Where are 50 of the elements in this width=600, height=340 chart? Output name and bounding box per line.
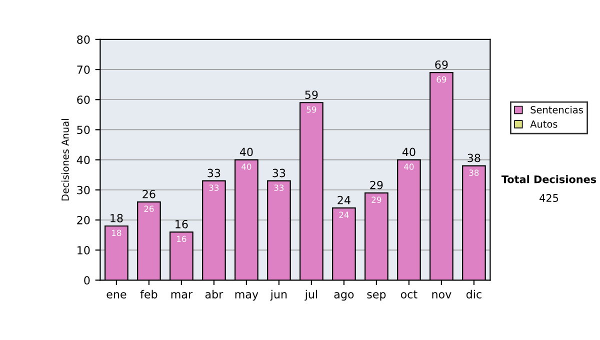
- y-tick-label: 20: [77, 216, 90, 224]
- x-tick-label: nov: [432, 292, 452, 298]
- data-label: 38: [469, 170, 479, 176]
- legend-label: Autos: [530, 120, 558, 128]
- text: 425: [540, 194, 558, 202]
- y-tick-label: 70: [77, 66, 90, 74]
- x-tick-label: jul: [304, 290, 318, 301]
- x-tick-label: feb: [140, 290, 158, 298]
- total-label: 33: [272, 168, 286, 178]
- data-label: 33: [209, 184, 219, 191]
- total-label: 29: [370, 180, 383, 190]
- x-tick-label: jun: [270, 290, 287, 301]
- total-label: 59: [305, 90, 318, 99]
- data-label: 69: [436, 76, 446, 83]
- y-tick-label: 50: [77, 126, 90, 134]
- data-label: 18: [112, 230, 122, 236]
- total-label: 33: [208, 168, 220, 178]
- total-label: 40: [240, 148, 253, 156]
- y-tick-label: 30: [77, 186, 90, 194]
- x-tick-label: may: [235, 292, 258, 301]
- total-label: 69: [435, 60, 448, 69]
- y-tick-label: 60: [77, 96, 90, 104]
- x-tick-label: mar: [171, 292, 193, 298]
- total-label: 24: [338, 196, 350, 204]
- legend-label: Sentencias: [530, 106, 583, 114]
- total-label: 18: [110, 214, 123, 222]
- y-tick-label: 80: [77, 35, 90, 44]
- y-axis-title: Decisiones Anual: [61, 119, 69, 200]
- x-tick-label: abr: [205, 290, 224, 298]
- total-label: 26: [142, 190, 156, 198]
- data-label: 24: [339, 212, 349, 218]
- total-label: 40: [402, 148, 416, 156]
- data-label: 29: [372, 196, 382, 203]
- x-tick-label: sep: [367, 292, 386, 301]
- y-tick-label: 40: [76, 156, 90, 164]
- x-tick-label: oct: [400, 290, 418, 298]
- data-label: 59: [306, 106, 316, 113]
- text: Total Decisiones: [501, 175, 596, 184]
- x-tick-label: ene: [106, 292, 126, 298]
- y-tick-label: 10: [78, 246, 90, 254]
- data-label: 26: [144, 206, 154, 212]
- data-label: 40: [242, 164, 252, 170]
- data-label: 16: [177, 236, 186, 242]
- x-tick-label: ago: [334, 292, 354, 301]
- x-tick-label: dic: [466, 290, 482, 298]
- data-label: 40: [404, 164, 414, 170]
- y-tick-label: 0: [84, 276, 90, 285]
- total-label: 38: [468, 154, 480, 162]
- data-label: 33: [274, 184, 284, 191]
- total-label: 16: [176, 220, 188, 228]
